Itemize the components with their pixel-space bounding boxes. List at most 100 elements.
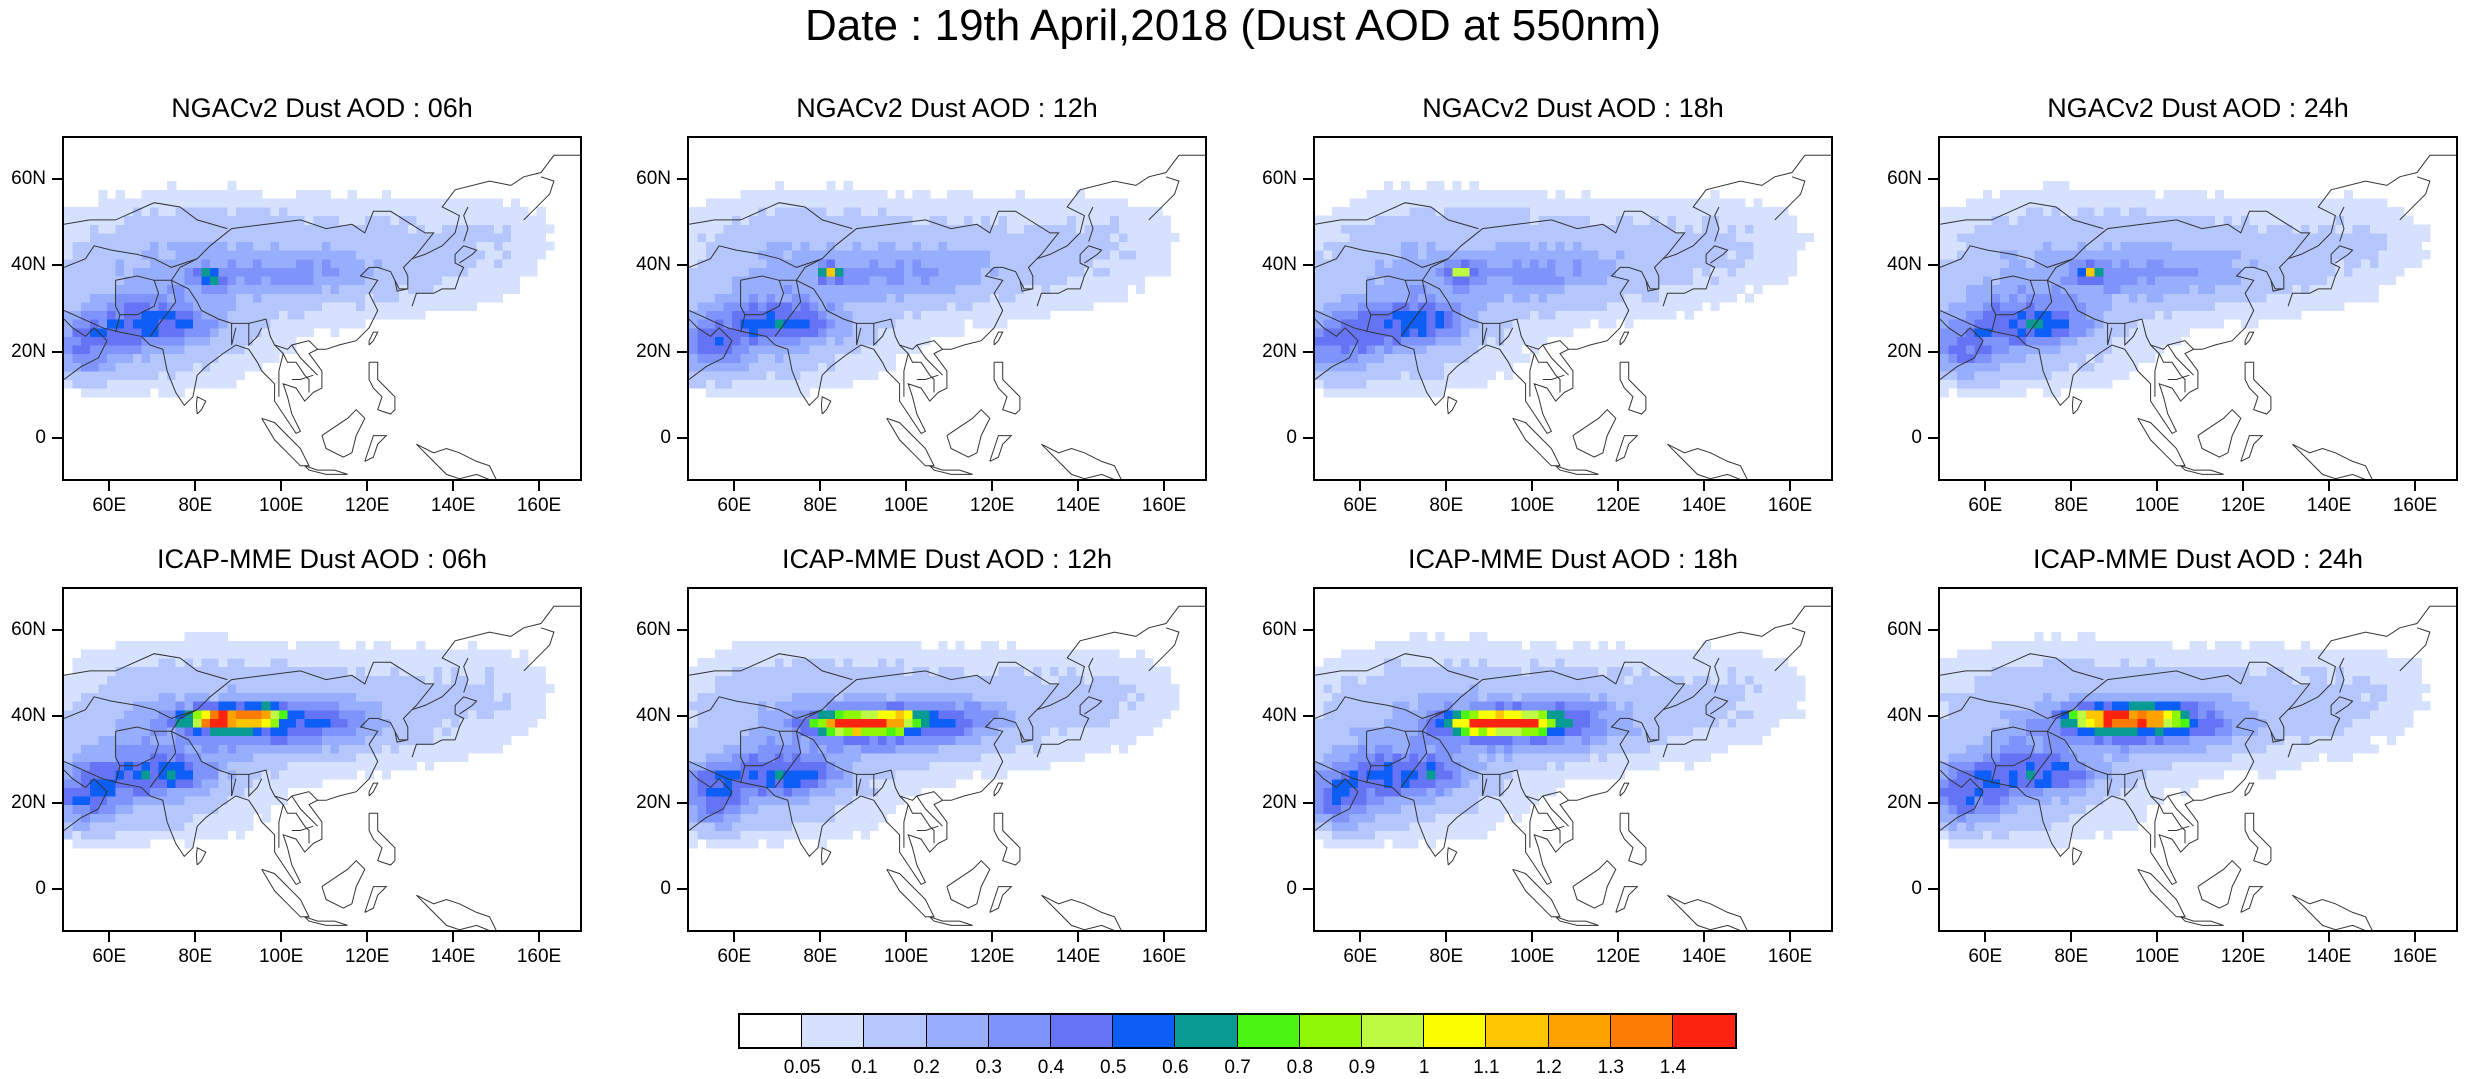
- colorbar-swatch: [740, 1015, 802, 1047]
- colorbar-swatch: [927, 1015, 989, 1047]
- x-tick: [819, 481, 821, 491]
- map-frame: [62, 136, 582, 481]
- y-tick-label: 40N: [1872, 705, 1922, 727]
- x-tick: [538, 932, 540, 942]
- y-tick: [52, 437, 62, 439]
- y-tick-label: 60N: [1872, 619, 1922, 641]
- y-tick-label: 20N: [621, 341, 671, 363]
- y-tick: [1303, 802, 1313, 804]
- x-tick-label: 80E: [2041, 946, 2101, 968]
- x-tick-label: 100E: [1502, 946, 1562, 968]
- x-tick: [1531, 932, 1533, 942]
- y-tick: [677, 888, 687, 890]
- x-tick-label: 80E: [790, 946, 850, 968]
- x-tick: [280, 481, 282, 491]
- y-tick: [1928, 178, 1938, 180]
- y-tick: [677, 715, 687, 717]
- x-tick-label: 80E: [165, 946, 225, 968]
- y-tick: [1928, 264, 1938, 266]
- x-tick-label: 120E: [962, 946, 1022, 968]
- x-tick: [2242, 481, 2244, 491]
- y-tick-label: 0: [1247, 427, 1297, 449]
- x-tick-label: 100E: [1502, 495, 1562, 517]
- x-tick: [280, 932, 282, 942]
- x-tick-label: 60E: [704, 946, 764, 968]
- panel-title: NGACv2 Dust AOD : 24h: [1938, 92, 2458, 124]
- x-tick: [2328, 481, 2330, 491]
- x-tick-label: 80E: [2041, 495, 2101, 517]
- x-tick-label: 100E: [876, 495, 936, 517]
- x-tick: [366, 932, 368, 942]
- y-tick-label: 0: [0, 878, 46, 900]
- y-tick-label: 0: [621, 878, 671, 900]
- x-tick: [905, 481, 907, 491]
- x-tick: [1163, 932, 1165, 942]
- x-tick: [2070, 932, 2072, 942]
- y-tick-label: 20N: [1247, 792, 1297, 814]
- y-tick-label: 20N: [0, 341, 46, 363]
- colorbar-swatch: [989, 1015, 1051, 1047]
- x-tick-label: 120E: [337, 946, 397, 968]
- panel-title: ICAP-MME Dust AOD : 06h: [62, 543, 582, 575]
- y-tick: [52, 264, 62, 266]
- x-tick: [2156, 932, 2158, 942]
- y-tick: [52, 629, 62, 631]
- colorbar-label: 0.6: [1150, 1057, 1200, 1079]
- x-tick-label: 140E: [1048, 946, 1108, 968]
- dust-aod-map: [1315, 138, 1833, 481]
- map-frame: [62, 587, 582, 932]
- y-tick: [1928, 715, 1938, 717]
- colorbar-swatch: [1238, 1015, 1300, 1047]
- colorbar-label: 0.8: [1275, 1057, 1325, 1079]
- colorbar-label: 0.2: [902, 1057, 952, 1079]
- y-tick: [52, 715, 62, 717]
- y-tick-label: 60N: [1247, 168, 1297, 190]
- x-tick: [1703, 481, 1705, 491]
- y-tick-label: 60N: [0, 168, 46, 190]
- y-tick: [52, 888, 62, 890]
- colorbar-label: 0.4: [1026, 1057, 1076, 1079]
- x-tick-label: 160E: [2385, 946, 2445, 968]
- colorbar-label: 1.4: [1648, 1057, 1698, 1079]
- x-tick: [2414, 481, 2416, 491]
- y-tick-label: 0: [1247, 878, 1297, 900]
- x-tick-label: 60E: [1330, 495, 1390, 517]
- x-tick-label: 120E: [2213, 495, 2273, 517]
- y-tick: [677, 264, 687, 266]
- colorbar-label: 0.7: [1213, 1057, 1263, 1079]
- aod-field: [1315, 181, 1814, 397]
- x-tick: [108, 481, 110, 491]
- y-tick-label: 40N: [621, 705, 671, 727]
- y-tick-label: 40N: [1247, 705, 1297, 727]
- y-tick-label: 0: [621, 427, 671, 449]
- x-tick: [1617, 481, 1619, 491]
- x-tick: [991, 481, 993, 491]
- y-tick-label: 60N: [621, 168, 671, 190]
- colorbar-label: 0.1: [839, 1057, 889, 1079]
- x-tick-label: 160E: [1760, 946, 1820, 968]
- y-tick-label: 40N: [0, 254, 46, 276]
- x-tick-label: 80E: [1416, 495, 1476, 517]
- y-tick: [677, 802, 687, 804]
- dust-aod-map: [689, 589, 1207, 932]
- x-tick: [991, 932, 993, 942]
- panel-title: ICAP-MME Dust AOD : 24h: [1938, 543, 2458, 575]
- colorbar-label: 0.05: [777, 1057, 827, 1079]
- x-tick-label: 80E: [1416, 946, 1476, 968]
- panel-title: ICAP-MME Dust AOD : 12h: [687, 543, 1207, 575]
- x-tick-label: 160E: [2385, 495, 2445, 517]
- x-tick-label: 140E: [1674, 946, 1734, 968]
- x-tick: [1703, 932, 1705, 942]
- colorbar-label: 0.5: [1088, 1057, 1138, 1079]
- y-tick-label: 20N: [1872, 792, 1922, 814]
- x-tick: [1789, 932, 1791, 942]
- x-tick: [1077, 481, 1079, 491]
- x-tick-label: 100E: [876, 946, 936, 968]
- x-tick-label: 140E: [1674, 495, 1734, 517]
- x-tick-label: 120E: [1588, 946, 1648, 968]
